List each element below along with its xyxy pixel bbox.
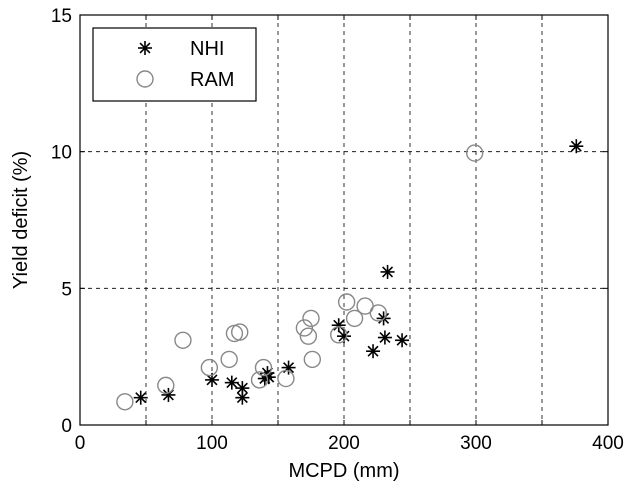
legend-box: [92, 27, 257, 102]
data-point-ram: [330, 326, 348, 344]
data-point-nhi: [395, 333, 410, 348]
y-tick-label: 10: [51, 143, 72, 164]
data-point-ram: [277, 369, 295, 388]
data-point-ram: [250, 371, 269, 389]
y-tick-label: 5: [61, 279, 72, 300]
y-axis-label: Yield deficit (%): [10, 151, 32, 289]
legend-label-ram: RAM: [190, 69, 234, 91]
data-point-ram: [231, 323, 249, 341]
data-point-ram: [174, 331, 192, 349]
data-point-nhi: [133, 390, 148, 405]
data-point-ram: [116, 393, 134, 411]
data-point-ram: [345, 309, 364, 328]
legend-label-nhi: NHI: [190, 38, 224, 60]
data-points: [116, 139, 584, 411]
series-ram: [116, 144, 484, 411]
x-tick-label: 400: [592, 433, 624, 454]
data-point-ram: [295, 319, 314, 337]
data-point-ram: [225, 324, 244, 343]
data-point-nhi: [161, 387, 176, 402]
y-tick-label: 15: [51, 6, 72, 27]
data-point-nhi: [331, 318, 346, 333]
data-point-ram: [337, 293, 356, 311]
data-point-ram: [369, 304, 388, 322]
data-point-nhi: [569, 139, 584, 154]
data-point-ram: [302, 309, 320, 328]
legend-marker-ram: [136, 70, 154, 88]
data-point-ram: [465, 144, 484, 162]
data-point-ram: [157, 376, 175, 395]
data-point-ram: [303, 350, 322, 369]
data-point-nhi: [261, 370, 276, 385]
legend: NHI RAM: [92, 27, 257, 102]
y-tick-label: 0: [61, 416, 72, 437]
x-tick-label: 100: [196, 433, 228, 454]
axis-ticks: 0 100 200 300 400 0 5 10 15: [51, 6, 624, 454]
data-point-nhi: [281, 360, 296, 375]
x-tick-label: 200: [328, 433, 360, 454]
data-point-nhi: [380, 264, 395, 279]
data-point-nhi: [377, 330, 392, 345]
legend-marker-nhi: [138, 41, 152, 55]
data-point-ram: [220, 350, 238, 369]
data-point-nhi: [366, 344, 381, 359]
grid-lines: [80, 15, 608, 425]
x-tick-label: 300: [460, 433, 492, 454]
data-point-nhi: [224, 375, 239, 390]
data-point-ram: [299, 327, 318, 345]
data-point-ram: [254, 358, 273, 377]
x-axis-label: MCPD (mm): [288, 460, 399, 482]
data-point-nhi: [235, 390, 250, 405]
data-point-ram: [200, 358, 219, 377]
x-tick-label: 0: [75, 433, 86, 454]
